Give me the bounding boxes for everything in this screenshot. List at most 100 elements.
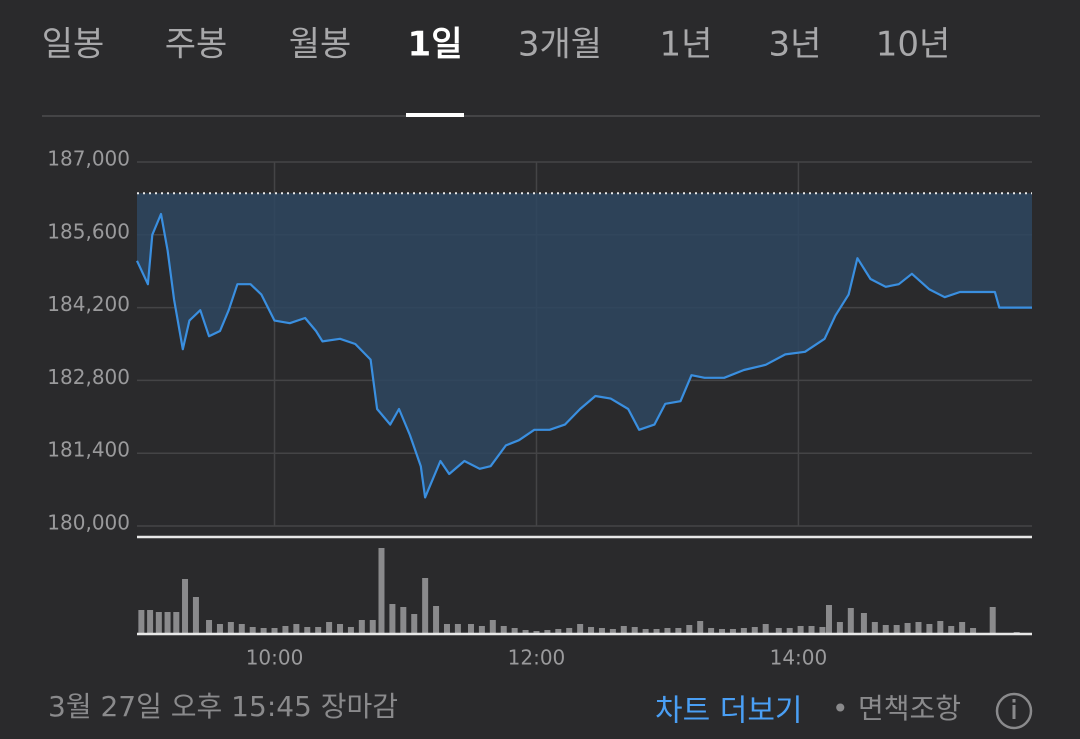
volume-bar bbox=[882, 625, 889, 634]
volume-bar bbox=[260, 628, 267, 634]
volume-bar bbox=[500, 626, 507, 634]
disclaimer-link[interactable]: 면책조항 bbox=[858, 692, 961, 725]
volume-bar bbox=[315, 627, 322, 634]
volume-bar bbox=[926, 624, 933, 634]
volume-bar bbox=[786, 628, 793, 634]
y-tick-label: 182,800 bbox=[47, 365, 130, 389]
volume-bar bbox=[249, 627, 256, 634]
x-tick-label: 14:00 bbox=[770, 646, 828, 670]
tab[interactable]: 1일 bbox=[408, 25, 463, 65]
volume-bar bbox=[454, 624, 461, 634]
tab[interactable]: 월봉 bbox=[289, 25, 352, 65]
volume-bar bbox=[836, 622, 843, 634]
volume-bar bbox=[422, 578, 429, 634]
tab[interactable]: 일봉 bbox=[42, 25, 105, 65]
volume-bar bbox=[577, 624, 584, 634]
volume-bar bbox=[206, 620, 213, 634]
volume-bar bbox=[478, 626, 485, 634]
volume-bar bbox=[740, 628, 747, 634]
volume-bar bbox=[271, 628, 278, 634]
tab[interactable]: 1년 bbox=[660, 25, 713, 65]
volume-bar bbox=[227, 622, 234, 634]
volume-bar bbox=[697, 621, 704, 634]
y-tick-label: 187,000 bbox=[47, 147, 130, 171]
volume-bar bbox=[238, 624, 245, 634]
y-tick-label: 184,200 bbox=[47, 292, 130, 316]
volume-bar bbox=[937, 621, 944, 634]
volume-bar bbox=[825, 605, 832, 634]
volume-bar bbox=[915, 622, 922, 634]
tab[interactable]: 10년 bbox=[876, 25, 951, 65]
more-chart-link[interactable]: 차트 더보기 bbox=[655, 694, 803, 729]
status-text: 3월 27일 오후 15:45 장마감 bbox=[48, 690, 398, 723]
volume-bar bbox=[642, 629, 649, 634]
volume-bar bbox=[337, 624, 344, 634]
volume-bar bbox=[808, 626, 815, 634]
volume-bar bbox=[598, 628, 605, 634]
volume-bar bbox=[358, 620, 365, 634]
volume-bar bbox=[797, 626, 804, 634]
volume-bar bbox=[653, 629, 660, 634]
volume-bar bbox=[860, 613, 867, 634]
volume-bar bbox=[282, 626, 289, 634]
volume-bar bbox=[686, 625, 693, 634]
volume-bar bbox=[326, 622, 333, 634]
tab[interactable]: 3개월 bbox=[518, 25, 602, 65]
y-tick-label: 181,400 bbox=[47, 438, 130, 462]
volume-bar bbox=[433, 606, 440, 634]
volume-bar bbox=[948, 626, 955, 634]
volume-bar bbox=[389, 604, 396, 634]
volume-bar bbox=[819, 627, 826, 634]
volume-bar bbox=[904, 623, 911, 634]
separator: • bbox=[832, 692, 849, 725]
volume-bar bbox=[566, 628, 573, 634]
volume-bar bbox=[369, 620, 376, 634]
volume-bar bbox=[775, 628, 782, 634]
x-tick-label: 10:00 bbox=[246, 646, 304, 670]
volume-bar bbox=[216, 624, 223, 634]
y-tick-label: 180,000 bbox=[47, 511, 130, 535]
volume-bar bbox=[588, 627, 595, 634]
volume-bar bbox=[871, 622, 878, 634]
volume-bar bbox=[719, 629, 726, 634]
tab[interactable]: 3년 bbox=[769, 25, 822, 65]
volume-bar bbox=[147, 610, 154, 634]
volume-bar bbox=[729, 629, 736, 634]
volume-bar bbox=[620, 626, 627, 634]
volume-bar bbox=[609, 629, 616, 634]
volume-bar bbox=[751, 627, 758, 634]
volume-bar bbox=[411, 614, 418, 634]
volume-bar bbox=[182, 579, 189, 634]
volume-bar bbox=[555, 629, 562, 634]
volume-bar bbox=[400, 607, 407, 634]
volume-bar bbox=[443, 624, 450, 634]
volume-bar bbox=[164, 612, 171, 634]
volume-bar bbox=[293, 624, 300, 634]
volume-bar bbox=[675, 628, 682, 634]
volume-bar bbox=[959, 622, 966, 634]
volume-bar bbox=[708, 628, 715, 634]
volume-bar bbox=[173, 612, 180, 634]
volume-bar bbox=[522, 630, 529, 634]
selected-tab-underline bbox=[406, 113, 464, 117]
volume-bar bbox=[544, 630, 551, 634]
tab[interactable]: 주봉 bbox=[165, 25, 228, 65]
volume-bar bbox=[533, 631, 540, 634]
info-icon[interactable] bbox=[995, 692, 1033, 730]
volume-bar bbox=[893, 625, 900, 634]
volume-bar bbox=[304, 627, 311, 634]
volume-bar bbox=[847, 608, 854, 634]
volume-bar bbox=[192, 597, 199, 634]
x-tick-label: 12:00 bbox=[508, 646, 566, 670]
volume-bar bbox=[489, 620, 496, 634]
volume-bar bbox=[155, 612, 162, 634]
volume-bar bbox=[664, 628, 671, 634]
price-line bbox=[136, 212, 1032, 499]
volume-bar bbox=[631, 627, 638, 634]
volume-bar bbox=[378, 548, 385, 634]
volume-bar bbox=[347, 627, 354, 634]
volume-bar bbox=[989, 607, 996, 634]
y-tick-label: 185,600 bbox=[47, 219, 130, 243]
